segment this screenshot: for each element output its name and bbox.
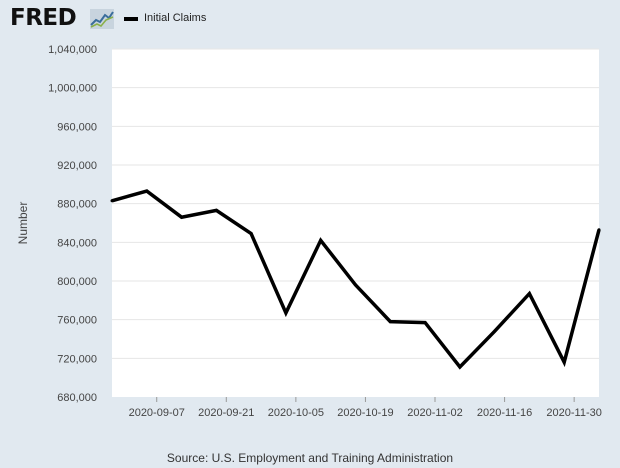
plot-area[interactable] [112,49,599,397]
x-tick-label: 2020-10-05 [268,407,324,419]
series-group [110,189,601,370]
y-axis: 680,000 720,000 760,000 800,000 840,000 880,0… [48,44,97,404]
data-point[interactable] [249,232,253,236]
data-point[interactable] [458,365,462,369]
y-tick-label: 880,000 [57,199,97,211]
y-axis-label: Number [16,202,30,245]
y-tick-label: 920,000 [57,160,97,172]
data-point[interactable] [527,292,531,296]
fred-logo[interactable]: FRED [10,5,77,31]
legend-label: Initial Claims [144,12,207,24]
y-tick-label: 800,000 [57,276,97,288]
y-tick-label: 680,000 [57,392,97,404]
data-point[interactable] [284,311,288,315]
data-point[interactable] [423,321,427,325]
x-axis: 2020-09-07 2020-09-21 2020-10-05 2020-10-19… [129,397,602,419]
x-tick-label: 2020-09-21 [198,407,254,419]
data-point[interactable] [214,208,218,212]
data-point[interactable] [145,189,149,193]
x-tick-label: 2020-09-07 [129,407,185,419]
y-tick-label: 760,000 [57,315,97,327]
y-tick-label: 840,000 [57,237,97,249]
y-tick-label: 720,000 [57,353,97,365]
data-point[interactable] [597,228,601,232]
y-tick-label: 1,040,000 [48,44,97,56]
data-point[interactable] [180,215,184,219]
y-tick-label: 1,000,000 [48,83,97,95]
x-tick-label: 2020-11-02 [407,407,462,419]
grid-lines [112,48,599,359]
line-chart: 680,000 720,000 760,000 800,000 840,000 880,0… [16,44,602,419]
data-point[interactable] [562,360,566,364]
x-tick-label: 2020-10-19 [337,407,393,419]
data-point[interactable] [319,238,323,242]
data-point[interactable] [110,199,114,203]
data-point[interactable] [354,283,357,287]
data-point[interactable] [493,329,497,333]
legend-swatch [124,17,138,21]
x-tick-label: 2020-11-16 [477,407,532,419]
y-tick-label: 960,000 [57,121,97,133]
source-note: Source: U.S. Employment and Training Adm… [166,451,454,465]
data-point[interactable] [388,320,392,324]
chart-header: FRED Initial Claims [0,0,620,40]
x-tick-label: 2020-11-30 [546,407,601,419]
trend-graph-icon [90,9,114,29]
